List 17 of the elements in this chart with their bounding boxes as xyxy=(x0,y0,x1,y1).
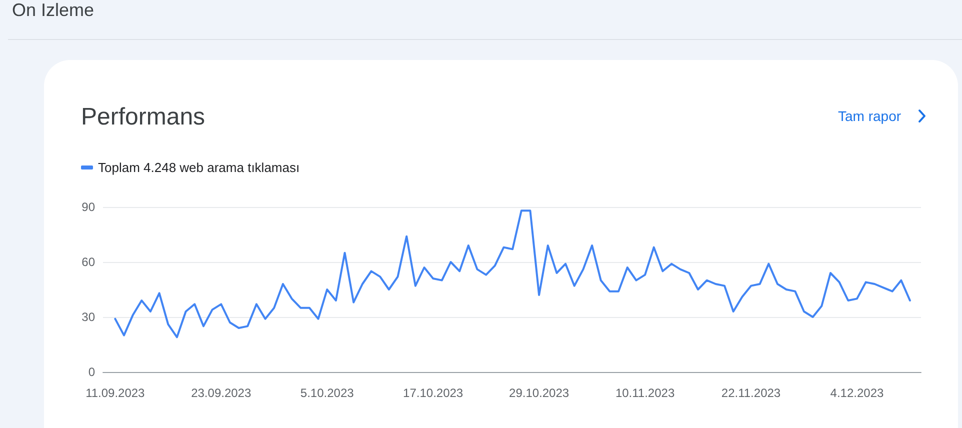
x-tick-label: 22.11.2023 xyxy=(721,386,781,400)
y-tick-label: 30 xyxy=(82,310,96,324)
line-series xyxy=(114,210,911,338)
x-tick-label: 11.09.2023 xyxy=(86,386,146,400)
x-tick-label: 5.10.2023 xyxy=(300,386,354,400)
y-tick-label: 60 xyxy=(82,255,96,269)
text: Tam rapor xyxy=(838,107,902,125)
chart-title: Performans xyxy=(81,104,206,130)
x-tick-label: 23.09.2023 xyxy=(191,386,252,400)
y-tick-label: 0 xyxy=(88,365,96,379)
legend-label: Toplam 4.248 web arama tıklaması xyxy=(98,160,300,175)
x-tick-label: 17.10.2023 xyxy=(403,386,464,400)
y-tick-label: 90 xyxy=(82,200,96,214)
text: On Izleme xyxy=(12,0,94,21)
x-tick-label: 4.12.2023 xyxy=(830,386,884,400)
x-tick-label: 10.11.2023 xyxy=(615,386,675,400)
x-tick-label: 29.10.2023 xyxy=(509,386,570,400)
